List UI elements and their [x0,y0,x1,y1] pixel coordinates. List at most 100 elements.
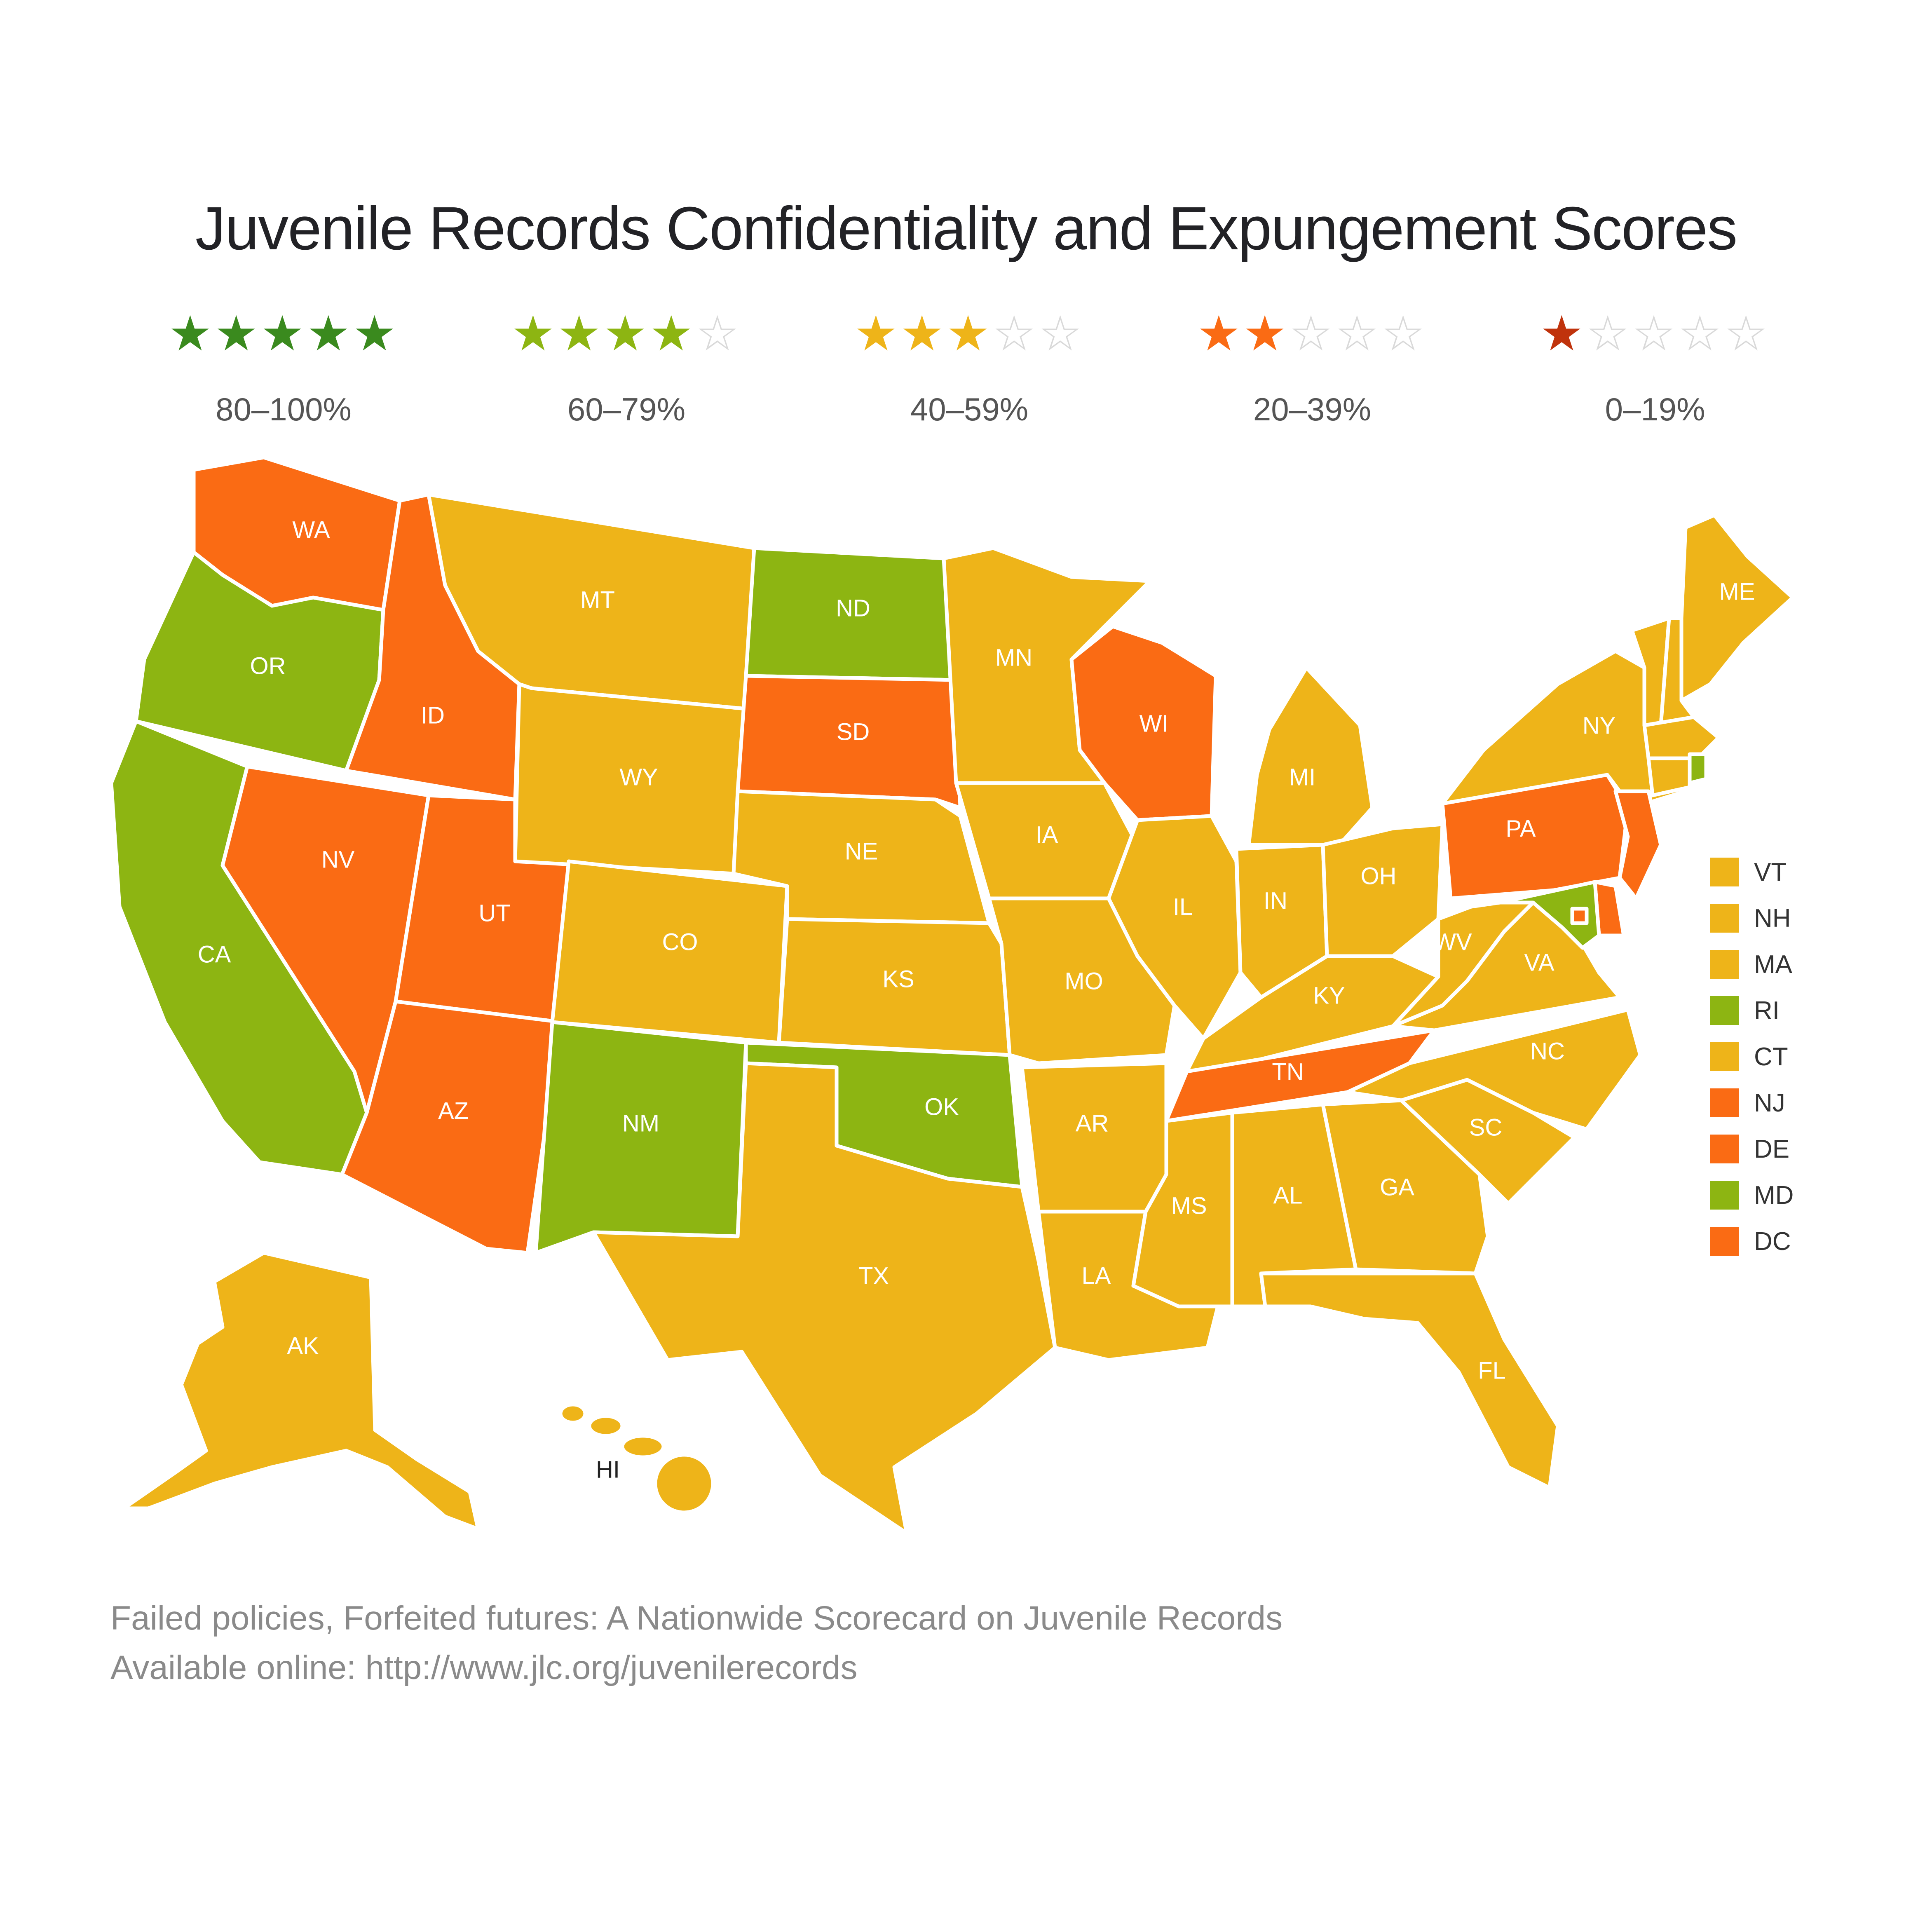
state-nc[interactable] [1346,1008,1642,1131]
state-hi-island-3[interactable] [620,1434,666,1459]
state-label-nc: NC [1530,1038,1565,1064]
state-hi-island-4[interactable] [653,1453,715,1515]
filled-star-icon: ★ [306,307,353,361]
state-wv[interactable] [1391,900,1535,1028]
state-label-ak: AK [287,1332,319,1359]
state-label-va: VA [1524,949,1554,976]
legend-swatch [1710,1088,1739,1117]
state-label-ne: NE [845,838,878,865]
state-label-sd: SD [837,718,870,745]
filled-star-icon: ★ [168,307,215,361]
legend-swatch [1710,858,1739,886]
state-md[interactable] [1498,880,1601,950]
empty-star-icon: ☆ [1289,307,1335,361]
state-label-ny: NY [1583,712,1616,739]
scale-range: 80–100% [216,391,352,427]
filled-star-icon: ★ [603,307,649,361]
legend-row: RI [1710,987,1794,1034]
state-ma[interactable] [1642,715,1721,760]
state-label-la: LA [1082,1262,1111,1289]
state-label-tn: TN [1272,1058,1304,1085]
legend-swatch [1710,1042,1739,1071]
state-fl[interactable] [1259,1271,1560,1490]
state-label-wy: WY [619,764,658,790]
state-label-al: AL [1273,1182,1303,1209]
state-sd[interactable] [736,674,962,810]
legend-row: MA [1710,941,1794,987]
legend-row: CT [1710,1034,1794,1080]
state-oh[interactable] [1321,822,1444,958]
empty-star-icon: ☆ [992,307,1039,361]
empty-star-icon: ☆ [1678,307,1724,361]
state-dc[interactable] [1570,907,1589,925]
state-me[interactable] [1679,513,1795,703]
state-label-az: AZ [438,1097,469,1124]
scale-range: 0–19% [1605,391,1705,427]
legend-label: MD [1754,1181,1794,1210]
legend-label: VT [1754,858,1787,886]
legend-swatch [1710,1227,1739,1256]
states-group [109,455,1795,1535]
stars-4-icon: ★★★★☆ [495,309,758,359]
stars-5-icon: ★★★★★ [152,309,415,359]
empty-star-icon: ☆ [1038,307,1085,361]
state-label-wv: WV [1433,928,1472,955]
scale-item-1-star: ★☆☆☆☆ 0–19% [1523,309,1787,428]
filled-star-icon: ★ [511,307,558,361]
state-mi[interactable] [1247,666,1374,847]
empty-star-icon: ☆ [1335,307,1381,361]
empty-star-icon: ☆ [695,307,742,361]
scale-item-5-stars: ★★★★★ 80–100% [152,309,415,428]
state-ri[interactable] [1688,752,1708,785]
state-tx[interactable] [591,1061,1057,1535]
legend-row: DE [1710,1126,1794,1172]
state-label-il: IL [1173,893,1193,920]
state-label-ga: GA [1380,1174,1414,1200]
state-label-ok: OK [924,1093,959,1120]
state-ar[interactable] [1020,1061,1168,1214]
legend-swatch [1710,950,1739,979]
state-ak[interactable] [122,1251,480,1531]
state-label-co: CO [662,928,698,955]
state-label-sc: SC [1469,1114,1503,1141]
legend-label: RI [1754,996,1780,1025]
state-label-mo: MO [1064,968,1103,994]
legend-row: NJ [1710,1080,1794,1126]
state-label-oh: OH [1361,863,1397,889]
state-label-nm: NM [622,1110,659,1137]
state-nm[interactable] [534,1020,748,1255]
state-label-pa: PA [1505,815,1536,842]
empty-star-icon: ☆ [1632,307,1678,361]
scale-item-3-stars: ★★★☆☆ 40–59% [837,309,1101,428]
legend-row: DC [1710,1218,1794,1264]
filled-star-icon: ★ [1243,307,1290,361]
empty-star-icon: ☆ [1724,307,1770,361]
state-label-ar: AR [1076,1110,1109,1137]
legend-row: VT [1710,849,1794,895]
state-label-tx: TX [858,1262,889,1289]
state-ct[interactable] [1646,756,1692,797]
state-label-ms: MS [1171,1192,1207,1219]
filled-star-icon: ★ [352,307,399,361]
legend-swatch [1710,1181,1739,1210]
state-label-wi: WI [1140,710,1169,737]
legend-swatch [1710,1135,1739,1163]
state-nj[interactable] [1613,789,1663,900]
state-labels: WA OR CA ID NV UT AZ MT WY CO NM ND SD N… [198,516,1755,1483]
stars-3-icon: ★★★☆☆ [837,309,1101,359]
state-hi-island-1[interactable] [558,1402,587,1425]
legend-row: NH [1710,895,1794,941]
filled-star-icon: ★ [260,307,307,361]
state-label-ut: UT [478,900,510,926]
empty-star-icon: ☆ [1586,307,1632,361]
empty-star-icon: ☆ [1381,307,1428,361]
state-label-id: ID [421,702,445,729]
state-nh[interactable] [1659,616,1696,727]
legend-row: MD [1710,1172,1794,1218]
state-label-me: ME [1719,578,1755,605]
legend-label: DC [1754,1227,1791,1256]
state-hi-island-2[interactable] [587,1414,624,1438]
map-title: Juvenile Records Confidentiality and Exp… [195,195,1737,263]
state-label-ky: KY [1313,982,1345,1009]
